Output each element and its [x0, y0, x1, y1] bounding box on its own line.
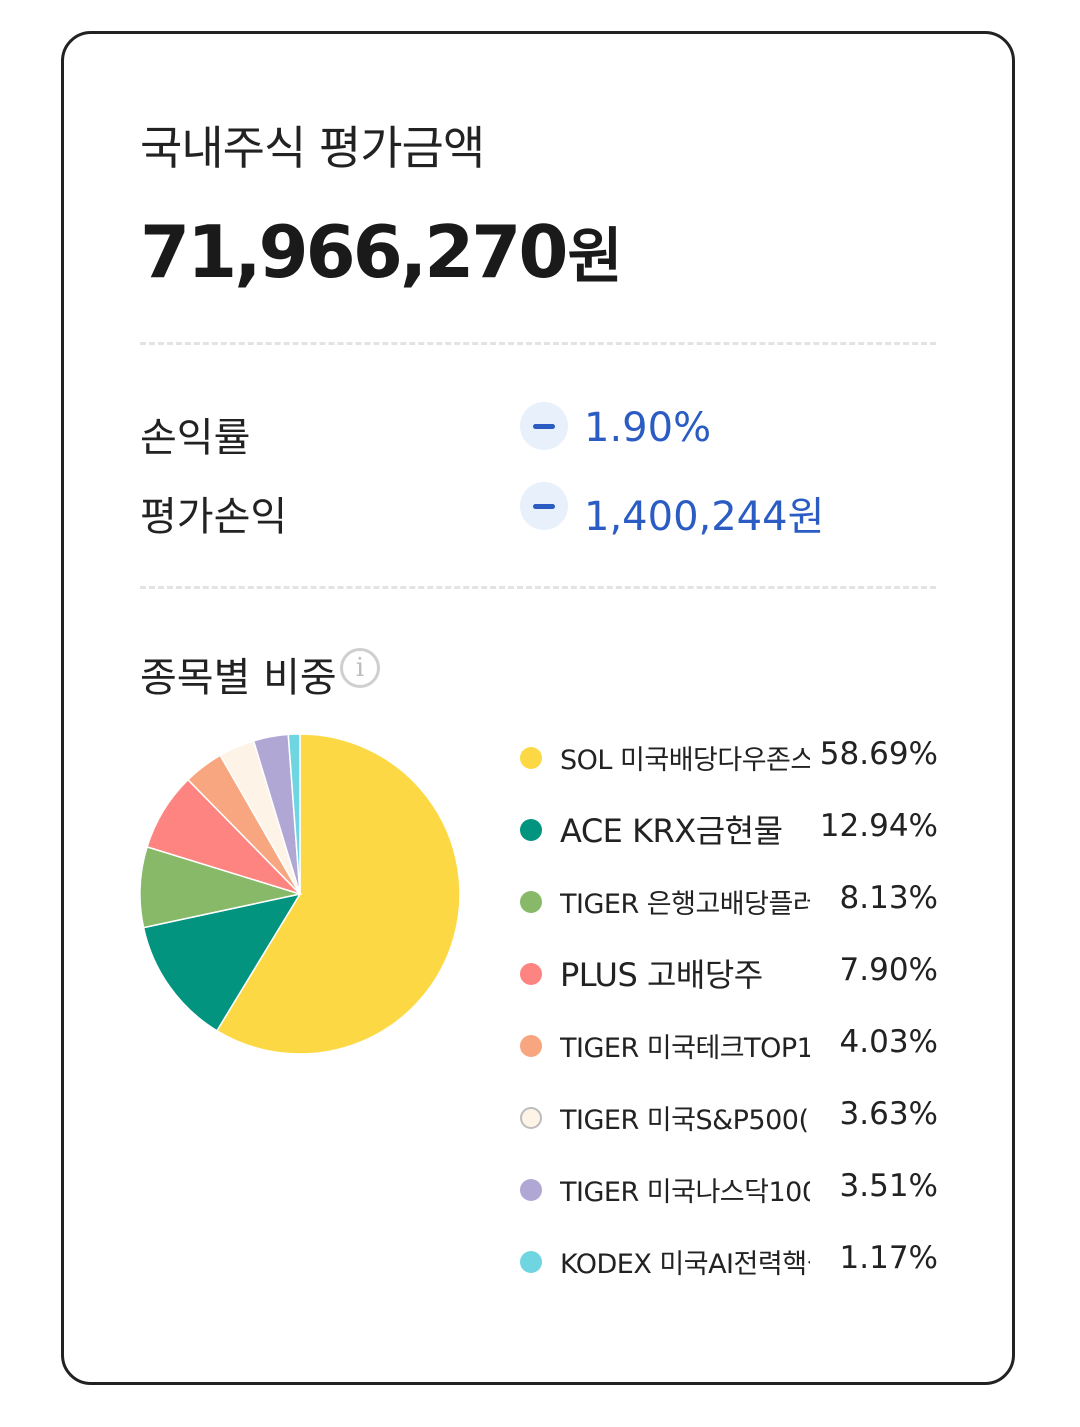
- legend-item[interactable]: TIGER 미국나스닥100( 3.51%: [518, 1162, 942, 1220]
- legend-item[interactable]: TIGER 미국테크TOP10 4.03%: [518, 1018, 942, 1076]
- legend-color-dot: [520, 819, 542, 841]
- legend-percent: 7.90%: [839, 952, 938, 988]
- legend-percent: 58.69%: [819, 736, 938, 772]
- divider: [140, 342, 936, 345]
- legend-percent: 1.17%: [839, 1240, 938, 1276]
- legend-percent: 8.13%: [839, 880, 938, 916]
- legend-label: TIGER 은행고배당플러: [560, 889, 810, 920]
- allocation-pie-chart: [139, 733, 461, 1055]
- pie-slice[interactable]: [215, 733, 461, 1055]
- total-amount-value: 71,966,270: [140, 210, 568, 294]
- legend-item[interactable]: TIGER 은행고배당플러 8.13%: [518, 874, 942, 932]
- page-title: 국내주식 평가금액: [140, 121, 485, 175]
- profit-loss-value: 1,400,244원: [584, 494, 825, 540]
- legend-percent: 12.94%: [819, 808, 938, 844]
- profit-loss-label: 평가손익: [140, 494, 288, 540]
- pie-slice[interactable]: [142, 892, 302, 1032]
- return-rate-value: 1.90%: [584, 405, 712, 451]
- legend-color-dot: [520, 963, 542, 985]
- minus-icon: [520, 402, 568, 450]
- total-amount-unit: 원: [567, 222, 622, 292]
- legend-percent: 3.63%: [839, 1096, 938, 1132]
- legend-label: TIGER 미국나스닥100(: [560, 1177, 810, 1208]
- legend-label: TIGER 미국S&P500(H): [560, 1105, 810, 1136]
- legend-color-dot: [520, 1179, 542, 1201]
- legend-label: KODEX 미국AI전력핵심: [560, 1249, 810, 1280]
- info-icon[interactable]: i: [340, 648, 380, 688]
- legend-item[interactable]: KODEX 미국AI전력핵심 1.17%: [518, 1234, 942, 1292]
- legend-color-dot: [520, 1251, 542, 1273]
- divider: [140, 586, 936, 589]
- stock-summary-card: [61, 31, 1015, 1385]
- legend-label: SOL 미국배당다우존스: [560, 745, 810, 776]
- legend-color-dot: [520, 1035, 542, 1057]
- legend-percent: 3.51%: [839, 1168, 938, 1204]
- return-rate-label: 손익률: [140, 415, 251, 461]
- legend-label: PLUS 고배당주: [560, 956, 763, 994]
- legend-color-dot: [520, 891, 542, 913]
- legend-item[interactable]: TIGER 미국S&P500(H) 3.63%: [518, 1090, 942, 1148]
- allocation-title: 종목별 비중: [140, 655, 337, 701]
- pie-slice[interactable]: [287, 733, 301, 895]
- legend-label: TIGER 미국테크TOP10: [560, 1033, 810, 1064]
- legend-item[interactable]: ACE KRX금현물 12.94%: [518, 802, 942, 860]
- total-amount: 71,966,270원: [140, 208, 623, 295]
- legend-color-dot: [520, 1107, 542, 1129]
- legend-item[interactable]: PLUS 고배당주 7.90%: [518, 946, 942, 1004]
- legend-item[interactable]: SOL 미국배당다우존스 58.69%: [518, 730, 942, 788]
- legend-label: ACE KRX금현물: [560, 812, 783, 850]
- legend-percent: 4.03%: [839, 1024, 938, 1060]
- minus-icon: [520, 482, 568, 530]
- legend-color-dot: [520, 747, 542, 769]
